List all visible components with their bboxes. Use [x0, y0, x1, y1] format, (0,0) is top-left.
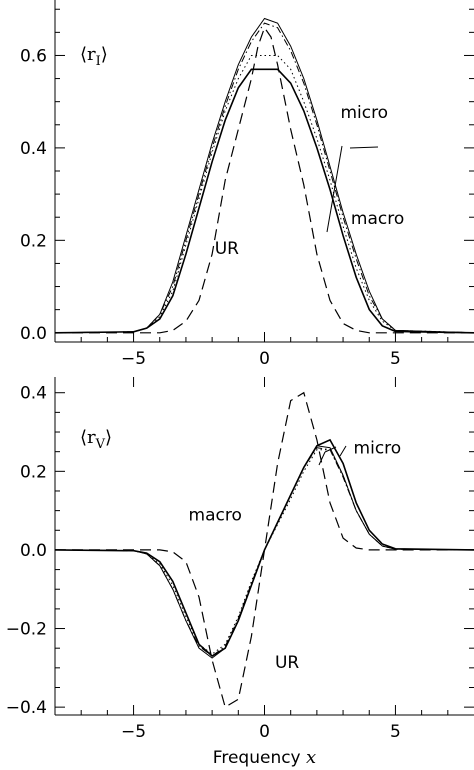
bottom-y-tick-label: 0.0 — [20, 541, 47, 561]
bottom-y-tick-label: 0.4 — [20, 384, 47, 404]
bottom-y-tick-label: 0.2 — [20, 462, 47, 482]
x-axis-label-variable: x — [306, 747, 316, 768]
top-annotation-pointer — [326, 145, 343, 233]
bottom-annotation-pointer — [339, 445, 347, 457]
top-annotation-ur: UR — [215, 239, 239, 259]
polarization-panel: −5 0 5 −0.4 −0.2 0.0 0.2 0.4 micro macro UR ⟨rV⟩ Fre… — [6, 377, 474, 768]
bottom-x-tick-label: 5 — [390, 722, 401, 742]
top-series-dash-dot — [54, 22, 474, 334]
bottom-y-tick-label: −0.4 — [6, 698, 47, 718]
top-y-tick-label: 0.2 — [20, 231, 47, 251]
top-panel-label: ⟨rI⟩ — [80, 44, 108, 69]
top-x-tick-label: 5 — [390, 349, 401, 369]
bottom-annotation-macro: macro — [189, 505, 242, 525]
top-x-tick-label: 0 — [259, 349, 270, 369]
bottom-series-dashed — [55, 391, 474, 709]
top-annotation-micro: micro — [340, 103, 388, 123]
top-y-tick-label: 0.6 — [20, 46, 47, 66]
top-annotation-pointer — [349, 146, 379, 149]
panel-label-subscript: V — [95, 437, 106, 452]
panel-label-main: ⟨r — [80, 44, 96, 65]
panel-label-close: ⟩ — [105, 427, 112, 448]
top-series-solid-thin — [54, 17, 474, 334]
panel-label-subscript: I — [96, 54, 101, 69]
top-annotation-macro: macro — [351, 209, 404, 229]
bottom-annotation-pointer — [318, 451, 326, 466]
top-x-tick-label: −5 — [121, 349, 146, 369]
top-series-dashed — [55, 26, 474, 334]
bottom-y-tick-label: −0.2 — [6, 620, 47, 640]
x-axis-label-text: Frequency — [213, 748, 306, 768]
top-series-dotted — [54, 55, 474, 334]
bottom-x-tick-label: 0 — [259, 722, 270, 742]
panel-label-close: ⟩ — [101, 44, 108, 65]
bottom-annotation-ur: UR — [275, 653, 299, 673]
intensity-panel: −5 0 5 0.0 0.2 0.4 0.6 micro macro UR ⟨rI⟩ — [20, 0, 474, 369]
bottom-annotation-pointer — [324, 446, 337, 453]
top-series-solid — [54, 68, 474, 334]
bottom-series-solid — [54, 438, 474, 657]
bottom-panel-label: ⟨rV⟩ — [80, 427, 112, 452]
bottom-annotation-micro: micro — [354, 439, 402, 459]
top-y-tick-label: 0.0 — [20, 324, 47, 344]
bottom-x-axis-label: Frequency x — [213, 747, 316, 768]
panel-label-main: ⟨r — [80, 427, 96, 448]
top-y-tick-label: 0.4 — [20, 139, 47, 159]
bottom-x-tick-label: −5 — [121, 722, 146, 742]
